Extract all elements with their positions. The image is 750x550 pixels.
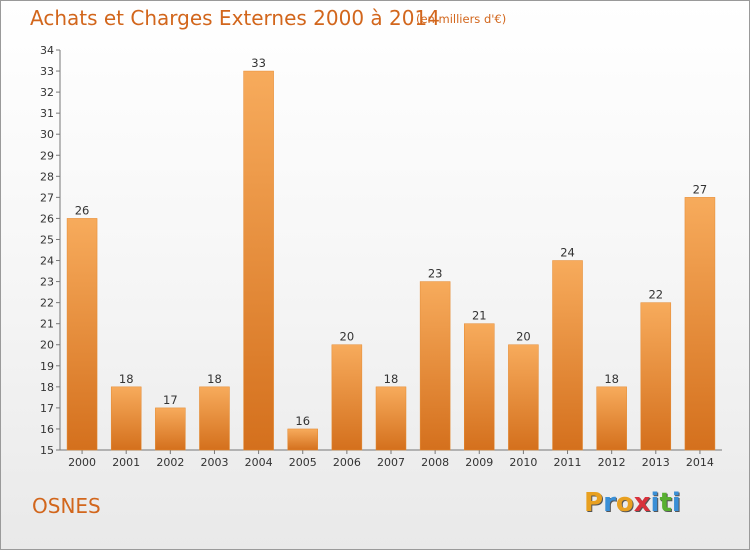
y-tick-label: 18 xyxy=(40,381,54,394)
bar-value-label: 22 xyxy=(648,288,663,302)
chart-subtitle: (en milliers d'€) xyxy=(416,12,507,26)
commune-name: OSNES xyxy=(32,494,101,518)
x-tick-label: 2012 xyxy=(598,456,626,469)
y-tick-label: 17 xyxy=(40,402,54,415)
logo-letter: t xyxy=(659,488,672,518)
bar xyxy=(199,386,230,451)
x-tick-label: 2011 xyxy=(554,456,582,469)
proxiti-logo: Proxiti xyxy=(584,488,681,518)
y-tick-label: 32 xyxy=(40,86,54,99)
bar xyxy=(66,218,98,451)
bar-value-label: 18 xyxy=(604,372,619,386)
bar xyxy=(110,386,142,451)
logo-letter: i xyxy=(671,488,681,518)
y-tick-label: 20 xyxy=(40,339,54,352)
chart-title: Achats et Charges Externes 2000 à 2014 xyxy=(30,6,440,30)
x-tick-label: 2004 xyxy=(245,456,273,469)
x-tick-label: 2000 xyxy=(68,456,96,469)
bar-value-label: 21 xyxy=(472,309,487,323)
bar-value-label: 23 xyxy=(428,267,443,281)
logo-letter: i xyxy=(650,488,660,518)
bar xyxy=(419,281,451,451)
x-tick-label: 2005 xyxy=(289,456,317,469)
y-tick-label: 25 xyxy=(40,233,54,246)
bar-value-label: 27 xyxy=(693,182,708,196)
x-tick-label: 2006 xyxy=(333,456,361,469)
x-tick-label: 2009 xyxy=(465,456,493,469)
bar xyxy=(287,428,318,451)
x-tick-label: 2002 xyxy=(156,456,184,469)
y-tick-label: 31 xyxy=(40,107,54,120)
logo-letter: x xyxy=(633,488,651,518)
y-tick-label: 28 xyxy=(40,170,54,183)
bar-value-label: 20 xyxy=(340,330,355,344)
y-tick-label: 19 xyxy=(40,360,54,373)
bar xyxy=(375,386,407,451)
bar xyxy=(243,70,274,451)
y-tick-label: 21 xyxy=(40,318,54,331)
logo-letter: o xyxy=(615,488,634,518)
bar-value-label: 24 xyxy=(560,246,575,260)
bar-value-label: 17 xyxy=(163,393,178,407)
bar xyxy=(684,197,716,451)
x-tick-label: 2007 xyxy=(377,456,405,469)
x-tick-label: 2010 xyxy=(509,456,537,469)
bar-value-label: 26 xyxy=(75,203,90,217)
bar xyxy=(596,386,627,451)
y-tick-label: 24 xyxy=(40,255,54,268)
bar xyxy=(508,344,539,451)
y-tick-label: 22 xyxy=(40,297,54,310)
y-tick-label: 30 xyxy=(40,128,54,141)
y-tick-label: 16 xyxy=(40,423,54,436)
x-tick-label: 2013 xyxy=(642,456,670,469)
bar xyxy=(155,407,186,451)
x-tick-label: 2001 xyxy=(112,456,140,469)
bar-value-label: 33 xyxy=(251,56,266,70)
bars: 26 18 17 18 33 16 20 18 23 21 20 24 18 22 27 xyxy=(66,56,716,451)
y-tick-label: 29 xyxy=(40,149,54,162)
bar xyxy=(464,323,495,451)
logo-letter: r xyxy=(603,488,616,518)
x-tick-label: 2008 xyxy=(421,456,449,469)
bar xyxy=(552,260,583,451)
y-tick-label: 33 xyxy=(40,65,54,78)
bar-value-label: 16 xyxy=(295,414,310,428)
y-tick-label: 26 xyxy=(40,212,54,225)
bar-value-label: 20 xyxy=(516,330,531,344)
bar xyxy=(331,344,363,451)
y-tick-label: 34 xyxy=(40,44,54,57)
bar-value-label: 18 xyxy=(384,372,399,386)
y-tick-label: 27 xyxy=(40,191,54,204)
bar xyxy=(640,302,672,451)
x-tick-label: 2003 xyxy=(200,456,228,469)
y-tick-label: 15 xyxy=(40,444,54,457)
x-tick-label: 2014 xyxy=(686,456,714,469)
logo-letter: P xyxy=(584,488,604,518)
bar-value-label: 18 xyxy=(119,372,134,386)
bar-value-label: 18 xyxy=(207,372,222,386)
y-tick-label: 23 xyxy=(40,276,54,289)
